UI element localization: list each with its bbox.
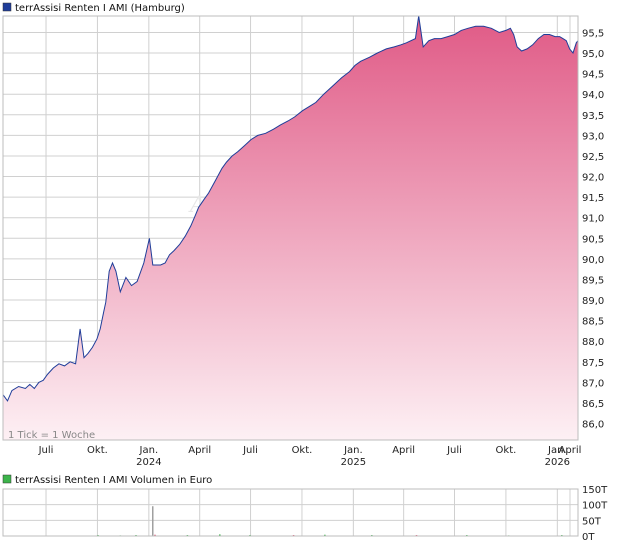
price-y-tick-label: 93,5	[582, 111, 604, 122]
price-x-year-label: 2024	[136, 457, 161, 468]
price-y-tick-label: 88,5	[582, 317, 604, 328]
volume-y-tick-label: 150T	[582, 485, 608, 496]
price-y-tick-label: 95,0	[582, 49, 604, 60]
price-x-tick-label: April	[188, 445, 211, 456]
price-area-fill	[3, 16, 578, 440]
volume-y-tick-label: 0T	[582, 532, 595, 543]
price-y-tick-label: 95,5	[582, 28, 604, 39]
price-x-tick-label: Okt.	[292, 445, 313, 456]
price-y-tick-label: 91,5	[582, 193, 604, 204]
price-y-tick-label: 92,0	[582, 173, 604, 184]
price-x-year-label: 2026	[545, 457, 570, 468]
volume-bar	[152, 506, 154, 536]
price-x-tick-label: Juli	[242, 445, 258, 456]
price-y-tick-label: 90,5	[582, 234, 604, 245]
price-x-tick-label: April	[559, 445, 582, 456]
volume-plot-frame	[2, 488, 579, 537]
tick-note: 1 Tick = 1 Woche	[8, 430, 95, 441]
volume-grid	[3, 488, 578, 537]
volume-y-tick-label: 100T	[582, 501, 608, 512]
price-x-tick-label: Juli	[446, 445, 462, 456]
price-y-tick-label: 94,5	[582, 70, 604, 81]
price-y-tick-label: 89,5	[582, 275, 604, 286]
price-x-year-label: 2025	[341, 457, 366, 468]
volume-y-tick-label: 50T	[582, 516, 602, 527]
price-y-tick-label: 89,0	[582, 296, 604, 307]
price-x-tick-label: Jan.	[343, 445, 363, 456]
price-y-tick-label: 87,0	[582, 378, 604, 389]
price-x-tick-label: Jan.	[547, 445, 567, 456]
volume-y-axis: 150T 100T 50T 0T	[582, 485, 608, 543]
price-y-tick-label: 87,5	[582, 358, 604, 369]
price-plot-frame	[2, 15, 579, 441]
price-y-axis: 86,0 86,5 87,0 87,5 88,0 88,5 89,0 89,5 90,0 90,5…	[582, 28, 604, 430]
price-line	[2, 15, 579, 402]
price-x-tick-label: Jan.	[139, 445, 159, 456]
volume-bar	[324, 534, 326, 536]
price-x-tick-label: Okt.	[496, 445, 517, 456]
price-y-tick-label: 86,0	[582, 420, 604, 431]
price-y-tick-label: 93,0	[582, 131, 604, 142]
price-x-tick-label: Okt.	[87, 445, 108, 456]
price-y-tick-label: 86,5	[582, 399, 604, 410]
price-y-tick-label: 91,0	[582, 214, 604, 225]
price-x-tick-label: Juli	[38, 445, 54, 456]
price-y-tick-label: 90,0	[582, 255, 604, 266]
volume-bar	[154, 534, 156, 536]
price-legend-label: terrAssisi Renten I AMI (Hamburg)	[15, 3, 185, 14]
price-legend-swatch	[2, 2, 12, 12]
price-x-tick-label: April	[392, 445, 415, 456]
volume-legend-label: terrAssisi Renten I AMI Volumen in Euro	[15, 475, 212, 486]
price-y-tick-label: 88,0	[582, 337, 604, 348]
volume-bar	[219, 534, 221, 536]
price-y-tick-label: 94,0	[582, 90, 604, 101]
volume-bars	[97, 506, 563, 536]
price-y-tick-label: 92,5	[582, 152, 604, 163]
volume-legend-swatch	[2, 474, 12, 484]
